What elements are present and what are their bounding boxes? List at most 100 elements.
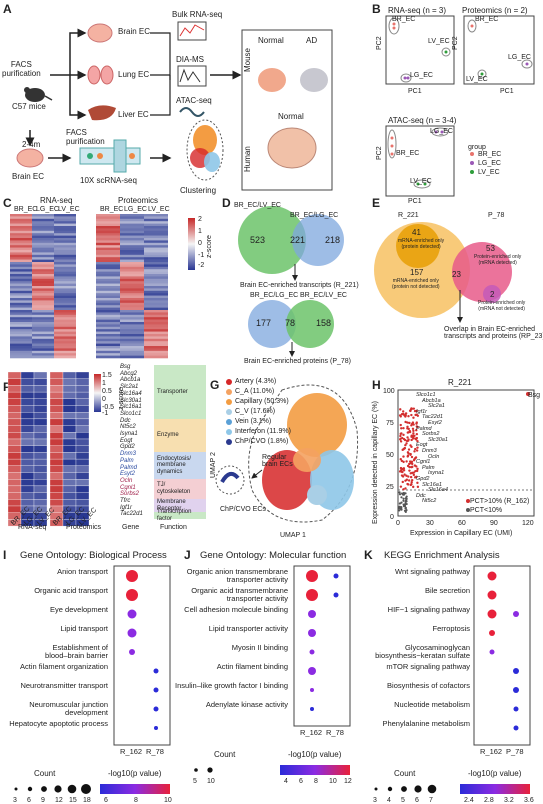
panel-d-label: D [222,196,231,210]
h-point [407,479,411,482]
h-point [416,481,419,485]
g-legend-dot-6 [226,438,232,445]
c-scale-tick-1: 1 [198,228,202,235]
j-p-label: -log10(p value) [288,750,342,759]
i-term-1: Organic acid transport [34,586,108,595]
i-dot-0-0 [126,570,138,582]
j-term-2: Cell adhesion molecule binding [184,605,288,614]
h-ytick-50: 50 [386,452,394,459]
h-point [405,478,409,481]
k-dot-0-0 [487,571,497,581]
f-gene-0: Bsg [120,364,131,370]
h-point [399,434,402,438]
e-n41: 41 [412,228,421,237]
i-title: Gene Ontology: Biological Process [20,550,167,561]
h-point [401,467,404,471]
h-point [412,423,415,426]
h-gene-10: Dnm3 [422,448,437,454]
g-umap [215,384,359,523]
h-point [413,450,416,453]
h-point [410,465,413,469]
h-point [411,471,414,475]
g-legend-dot-3 [226,408,232,415]
i-col-0: R_162 [120,747,143,756]
g-legend-item-1: C_A (11.0%) [235,388,275,395]
h-point [415,436,419,440]
j-dot-5-0 [308,667,316,675]
k-size-legend-1 [387,786,393,792]
panel-e-label: E [372,196,381,210]
h-point [404,443,407,447]
h-gene-4: Tac22d1 [422,414,443,421]
j-p-tick-1: 6 [299,778,303,785]
i-size-legend-4 [67,784,77,794]
h-gene-1: Abcb1a [422,397,441,404]
rna-lg-label: LG_EC [410,72,433,79]
h-title: R_221 [448,378,472,387]
h-bsg: Bsg [528,392,541,399]
h-point [411,427,415,430]
h-gene-2: Slc2a1 [428,403,445,410]
j-p-tick-4: 12 [344,778,352,785]
h-point [411,462,414,466]
c-col-5: LG_EC [124,206,147,213]
k-count-label: Count [394,769,416,778]
k-term-5: mTOR signaling pathway [386,662,470,671]
h-point [410,455,414,459]
j-dotplot: Organic anion transmembrane transporter … [175,565,360,800]
h-gene-3: Igf1r [416,408,428,415]
h-point [407,475,410,478]
h-point [415,469,419,473]
f-function-3: TJ/ cytoskeleton [154,478,206,499]
h-point [403,473,406,476]
g-chp-label: ChP/CVO ECs [220,506,266,513]
k-p-tick-2: 3.2 [504,797,514,804]
f-tick-3: 0.5 [102,388,112,395]
f-gene-label: Gene [122,524,140,531]
j-p-tick-2: 8 [314,778,318,785]
k-dot-2-1 [513,611,519,617]
rna-pc2: PC2 [376,36,383,50]
k-count-tick-0: 3 [373,797,377,804]
h-point-low [402,499,405,502]
h-gene-7: Sorbs2 [422,431,440,438]
h-ytick-25: 25 [386,484,394,491]
j-count-label: Count [214,750,236,759]
k-size-legend-3 [414,785,422,793]
h-point [399,485,403,488]
h-point-low [405,500,408,503]
prot-pc1: PC1 [500,88,514,95]
g-legend-item-6: ChP/CVO (1.8%) [235,438,289,445]
i-size-legend-1 [27,786,33,792]
k-term-3: Ferroptosis [432,624,470,633]
e-venn [374,222,512,323]
k-size-legend-2 [401,786,407,792]
i-p-label: -log10(p value) [108,769,162,778]
e-t53: Protein-enriched only (mRNA detected) [474,254,522,266]
h-point [407,452,410,455]
f-function-2: Endocytosis/ membrane dynamics [154,452,206,479]
k-term-1: Bile secretion [424,586,470,595]
mouse-strain: C57 mice [12,102,46,111]
f-gene-15: Palmd [120,464,138,471]
h-gene-17: Slc16a4 [428,487,448,494]
d-v2-ab: 78 [285,318,296,328]
i-count-tick-3: 12 [55,797,63,804]
h-point [402,426,405,430]
h-point [399,440,403,443]
panel-c-label: C [3,196,12,210]
f-gene-18: Cgnl1 [120,484,136,491]
h-gene-11: Ocln [428,453,440,460]
h-legend-dot-2 [466,508,470,512]
f-function-1: Enzyme [154,418,206,453]
j-term-1: Organic acid transmembrane transporter a… [191,586,288,603]
h-point [407,438,410,441]
i-dot-2-0 [127,609,137,619]
atac-br-label: BR_EC [396,150,420,157]
panel-i-label: I [3,548,7,562]
h-point [404,420,407,424]
atac-lv-label: LV_EC [410,178,432,185]
h-point [412,473,416,477]
h-point [406,436,409,439]
h-point [410,424,413,427]
